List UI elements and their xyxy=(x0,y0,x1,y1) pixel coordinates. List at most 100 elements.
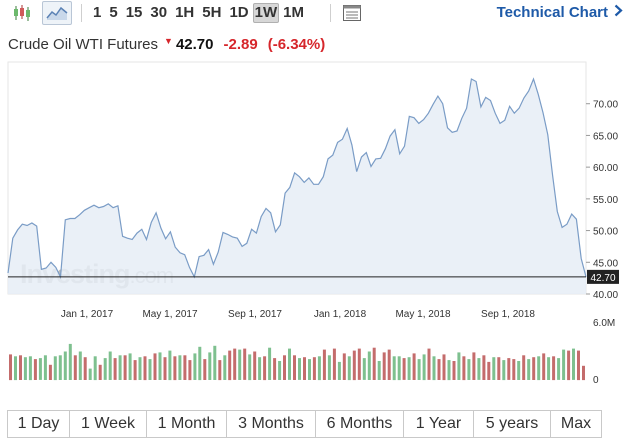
volume-bar xyxy=(183,355,187,380)
volume-bar xyxy=(233,348,237,380)
volume-bar xyxy=(457,352,461,380)
price-series xyxy=(7,77,587,294)
range-5-years-button[interactable]: 5 years xyxy=(474,411,551,437)
volume-bar xyxy=(342,353,346,380)
volume-bar xyxy=(178,355,182,380)
volume-bar xyxy=(268,347,272,380)
volume-bar xyxy=(572,348,575,380)
volume-bar xyxy=(377,361,381,380)
volume-bar xyxy=(437,359,441,380)
volume-bar xyxy=(58,355,62,380)
volume-bar xyxy=(582,365,585,381)
technical-chart-link[interactable]: Technical Chart xyxy=(497,4,623,21)
volume-axis-label: 0 xyxy=(593,375,599,386)
down-arrow-icon: ▼ xyxy=(164,36,173,46)
volume-bar xyxy=(362,358,366,380)
volume-bar xyxy=(417,359,421,380)
volume-axis-label: 6.0M xyxy=(593,318,615,329)
interval-30-button[interactable]: 30 xyxy=(150,4,168,21)
range-1-month-button[interactable]: 1 Month xyxy=(147,411,227,437)
time-range-selector: 1 Day 1 Week 1 Month 3 Months 6 Months 1 Year… xyxy=(7,410,602,438)
volume-bar xyxy=(293,355,296,380)
volume-bar xyxy=(133,360,137,381)
volume-bar xyxy=(43,355,47,380)
volume-bar xyxy=(322,349,326,380)
interval-1h-button[interactable]: 1H xyxy=(175,4,195,21)
x-tick-label: Jan 1, 2017 xyxy=(61,309,114,320)
volume-bar xyxy=(223,355,227,380)
volume-bar xyxy=(402,358,406,380)
volume-bar xyxy=(482,355,486,380)
volume-bar xyxy=(557,358,561,380)
range-6-months-button[interactable]: 6 Months xyxy=(316,411,404,437)
volume-bar xyxy=(148,359,152,380)
technical-chart-label: Technical Chart xyxy=(496,4,608,21)
chart-settings-icon[interactable] xyxy=(340,1,364,25)
volume-bar xyxy=(432,356,436,381)
range-1-week-button[interactable]: 1 Week xyxy=(70,411,147,437)
volume-bar xyxy=(472,352,476,380)
volume-bar xyxy=(382,352,386,380)
volume-bar xyxy=(502,360,506,381)
range-1-day-button[interactable]: 1 Day xyxy=(8,411,70,437)
area-chart-icon[interactable] xyxy=(42,1,72,25)
volume-bar xyxy=(278,361,282,380)
volume-bar xyxy=(158,352,162,380)
x-axis: Jan 1, 2017 May 1, 2017 Sep 1, 2017 Jan 1, … xyxy=(61,309,536,320)
volume-bar xyxy=(527,359,531,380)
volume-bar xyxy=(203,359,207,380)
quote-header: Crude Oil WTI Futures ▼ 42.70 -2.89 (-6.… xyxy=(8,36,325,53)
volume-bar xyxy=(118,355,122,380)
y-axis: 40.00 45.00 50.00 55.00 60.00 65.00 70.00 xyxy=(586,100,618,301)
range-max-button[interactable]: Max xyxy=(560,415,592,432)
volume-bar xyxy=(263,356,267,381)
volume-bar xyxy=(567,350,571,381)
volume-bar xyxy=(347,356,351,381)
candlestick-chart-icon[interactable] xyxy=(9,1,35,25)
volume-bar xyxy=(517,361,521,380)
x-tick-label: Sep 1, 2018 xyxy=(481,309,535,320)
volume-bar xyxy=(327,355,331,380)
interval-1w-button[interactable]: 1W xyxy=(252,3,280,23)
price-area-fill xyxy=(8,79,586,294)
instrument-name: Crude Oil WTI Futures xyxy=(8,36,159,53)
interval-5h-button[interactable]: 5H xyxy=(202,4,222,21)
volume-bar xyxy=(537,356,541,381)
volume-bars xyxy=(9,343,585,381)
volume-bar xyxy=(108,351,112,380)
range-3-months-button[interactable]: 3 Months xyxy=(227,411,316,437)
interval-1d-button[interactable]: 1D xyxy=(229,4,249,21)
volume-bar xyxy=(243,348,247,380)
volume-bar xyxy=(63,351,67,380)
volume-bar xyxy=(198,346,202,381)
volume-bar xyxy=(193,353,197,380)
volume-bar xyxy=(407,357,411,380)
price-chart[interactable]: Investing.com 40.0045.0050.0055.0060.006… xyxy=(0,58,635,388)
volume-bar xyxy=(492,357,496,380)
volume-bar xyxy=(73,355,77,380)
interval-15-button[interactable]: 15 xyxy=(125,4,143,21)
volume-bar xyxy=(312,357,316,380)
volume-bar xyxy=(28,356,32,381)
volume-bar xyxy=(532,357,536,380)
volume-bar xyxy=(552,356,556,381)
volume-bar xyxy=(467,359,471,380)
y-tick-label: 65.00 xyxy=(593,131,618,142)
interval-selector: 1 5 15 30 1H 5H 1D 1W 1M xyxy=(89,3,308,23)
volume-bar xyxy=(228,350,232,381)
range-1-year-button[interactable]: 1 Year xyxy=(404,411,474,437)
volume-bar xyxy=(427,348,431,380)
volume-bar xyxy=(577,350,580,381)
volume-bar xyxy=(422,354,426,381)
price-line xyxy=(7,77,587,280)
x-tick-label: Sep 1, 2017 xyxy=(228,309,282,320)
chevron-right-icon xyxy=(614,4,623,21)
interval-1-button[interactable]: 1 xyxy=(93,4,102,21)
interval-1m-button[interactable]: 1M xyxy=(283,4,304,21)
toolbar-divider xyxy=(81,4,82,22)
price-change: -2.89 xyxy=(223,36,258,53)
volume-bar xyxy=(477,358,481,380)
volume-bar xyxy=(173,356,177,381)
volume-bar xyxy=(238,349,242,380)
interval-5-button[interactable]: 5 xyxy=(109,4,118,21)
